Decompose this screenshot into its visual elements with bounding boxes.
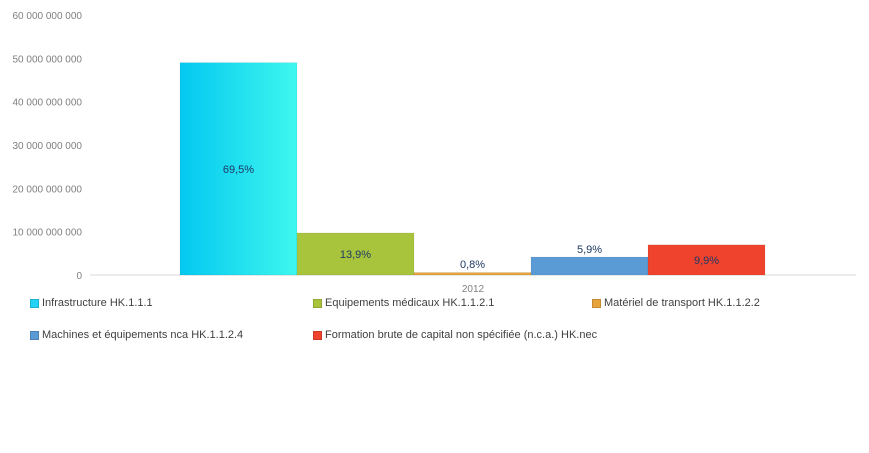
bars xyxy=(179,62,766,276)
legend-label: Infrastructure HK.1.1.1 xyxy=(42,297,153,309)
legend-label: Equipements médicaux HK.1.1.2.1 xyxy=(325,297,495,309)
y-tick-label: 10 000 000 000 xyxy=(12,228,82,239)
bar xyxy=(296,232,415,276)
legend-label: Matériel de transport HK.1.1.2.2 xyxy=(604,297,760,309)
y-tick-label: 60 000 000 000 xyxy=(12,11,82,22)
legend-item: Matériel de transport HK.1.1.2.2 xyxy=(592,297,760,309)
legend-swatch xyxy=(30,298,39,308)
data-label: 9,9% xyxy=(694,255,719,267)
bar xyxy=(530,256,649,276)
y-axis: 0 10 000 000 000 20 000 000 000 30 000 000 … xyxy=(12,11,82,282)
legend-label: Machines et équipements nca HK.1.1.2.4 xyxy=(42,329,244,341)
legend-swatch xyxy=(313,298,322,308)
y-tick-label: 20 000 000 000 xyxy=(12,184,82,195)
y-tick-label: 40 000 000 000 xyxy=(12,98,82,109)
bar xyxy=(647,244,766,276)
legend-item: Machines et équipements nca HK.1.1.2.4 xyxy=(30,329,243,341)
data-label: 0,8% xyxy=(460,259,485,271)
legend-label: Formation brute de capital non spécifiée… xyxy=(325,329,598,341)
bar xyxy=(413,272,532,276)
data-label: 69,5% xyxy=(223,164,254,176)
x-tick-label: 2012 xyxy=(462,284,485,295)
legend-swatch xyxy=(313,330,322,340)
legend-swatch xyxy=(30,330,39,340)
y-tick-label: 30 000 000 000 xyxy=(12,141,82,152)
y-tick-label: 0 xyxy=(76,271,82,282)
y-tick-label: 50 000 000 000 xyxy=(12,54,82,65)
bar xyxy=(179,62,298,276)
legend-item: Equipements médicaux HK.1.1.2.1 xyxy=(313,297,494,309)
bar-chart: 0 10 000 000 000 20 000 000 000 30 000 000 … xyxy=(12,11,856,295)
data-label: 5,9% xyxy=(577,244,602,256)
legend-swatch xyxy=(592,298,601,308)
data-labels: 69,5% 13,9% 0,8% 5,9% 9,9% xyxy=(223,164,719,271)
legend-item: Infrastructure HK.1.1.1 xyxy=(30,297,153,309)
data-label: 13,9% xyxy=(340,249,371,261)
legend-item: Formation brute de capital non spécifiée… xyxy=(313,329,597,341)
